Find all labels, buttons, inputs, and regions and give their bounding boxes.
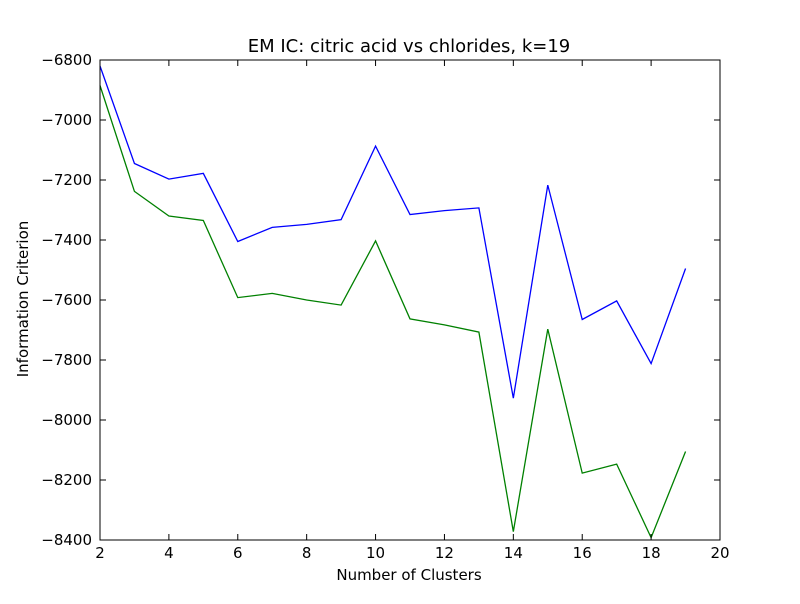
x-tick-label: 12 bbox=[435, 544, 454, 562]
y-tick-label: −7200 bbox=[41, 171, 92, 189]
x-tick-label: 6 bbox=[233, 544, 243, 562]
y-tick-label: −7400 bbox=[41, 231, 92, 249]
x-tick-label: 4 bbox=[164, 544, 174, 562]
x-axis-label: Number of Clusters bbox=[336, 566, 481, 584]
chart-title: EM IC: citric acid vs chlorides, k=19 bbox=[248, 36, 571, 57]
x-tick-label: 20 bbox=[710, 544, 729, 562]
x-tick-label: 14 bbox=[504, 544, 523, 562]
x-tick-label: 2 bbox=[95, 544, 105, 562]
y-tick-label: −7000 bbox=[41, 111, 92, 129]
x-tick-label: 8 bbox=[302, 544, 312, 562]
plot-layer: 2 4 6 8 10 12 14 16 18 20 −6800 −7000 −7200 −7400 −760… bbox=[41, 51, 729, 562]
y-axis-label: Information Criterion bbox=[14, 221, 32, 378]
y-tick-label: −8200 bbox=[41, 471, 92, 489]
x-tick-label: 18 bbox=[642, 544, 661, 562]
x-tick-label: 10 bbox=[366, 544, 385, 562]
plot-frame bbox=[99, 59, 721, 541]
series-line-2 bbox=[99, 85, 687, 540]
y-tick-label: −8400 bbox=[41, 531, 92, 549]
y-tick-label: −6800 bbox=[41, 51, 92, 69]
y-tick-label: −8000 bbox=[41, 411, 92, 429]
series-line-1 bbox=[99, 65, 687, 399]
y-tick-label: −7800 bbox=[41, 351, 92, 369]
y-tick-label: −7600 bbox=[41, 291, 92, 309]
x-tick-label: 16 bbox=[573, 544, 592, 562]
